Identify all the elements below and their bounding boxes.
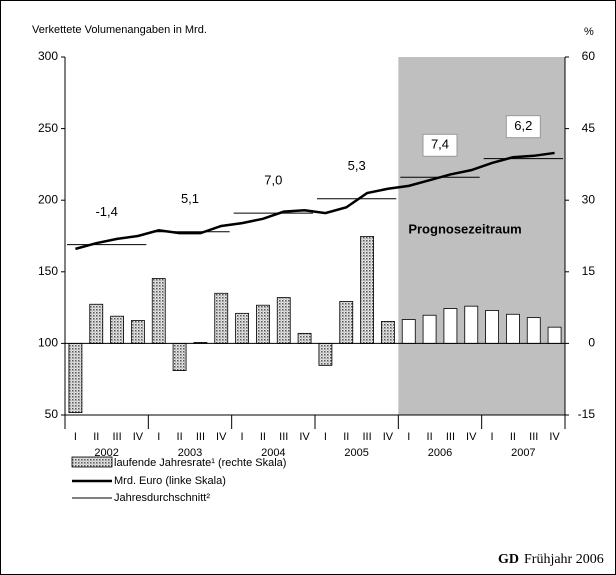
x-tick-label: I [157,431,160,443]
y2-tick-label: 30 [582,192,596,206]
source: GD [498,552,519,567]
legend-swatch [71,456,113,468]
bar [276,297,291,344]
year-label: 2005 [344,447,368,459]
y-tick-label: 250 [38,121,58,135]
y-tick-label: 100 [38,336,58,350]
x-tick-label: II [343,431,349,443]
forecast-label: Prognosezeitraum [408,221,521,236]
y-tick-label: 150 [38,264,58,278]
growth-label: 6,2 [514,118,532,133]
bar [256,304,270,344]
bar [401,319,416,344]
growth-label: 5,3 [348,158,366,173]
y2-tick-label: 45 [582,121,596,135]
y2-tick-label: -15 [578,407,596,421]
x-tick-label: III [362,431,371,443]
bar [547,326,562,344]
x-tick-label: II [260,431,266,443]
y2-axis-title: % [584,26,594,38]
year-label: 2006 [428,447,452,459]
x-tick-label: II [510,431,516,443]
bar [360,236,374,344]
year-label: 2002 [94,447,118,459]
bar [110,315,124,344]
growth-box [505,115,541,139]
x-tick-label: III [112,431,121,443]
x-tick-label: II [177,431,183,443]
legend-label: laufende Jahresrate¹ (rechte Skala) [114,457,286,469]
year-label: 2007 [511,447,535,459]
x-tick-label: I [407,431,410,443]
x-tick-label: I [491,431,494,443]
bar [485,310,499,344]
bar [131,320,145,344]
bar [506,313,520,344]
y-axis-title: Verkettete Volumenangaben in Mrd. [32,24,207,36]
y-tick-label: 50 [45,407,59,421]
x-tick-label: I [241,431,244,443]
x-tick-label: IV [466,431,477,443]
bar [318,342,333,366]
bar [235,312,249,344]
legend-label: Mrd. Euro (linke Skala) [114,475,226,487]
x-tick-label: II [93,431,99,443]
x-tick-label: II [427,431,433,443]
bar [443,308,458,344]
growth-label: 5,1 [181,191,199,206]
bar [526,317,541,344]
growth-label: 7,0 [264,173,282,188]
y2-tick-label: 15 [582,264,596,278]
bar [89,303,104,344]
bar [172,342,187,372]
y2-tick-label: 60 [582,49,596,63]
year-label: 2004 [261,447,285,459]
bar [381,321,395,344]
y2-tick-label: 0 [588,336,595,350]
bar [214,292,229,344]
growth-label: -1,4 [95,204,117,219]
growth-box [422,133,458,157]
bar [151,278,166,344]
x-tick-label: IV [299,431,310,443]
y-tick-label: 200 [38,192,58,206]
x-tick-label: I [74,431,77,443]
x-tick-label: IV [133,431,144,443]
x-tick-label: IV [216,431,227,443]
bar [297,332,312,344]
plot: Prognosezeitraum 50 100 150 200 250 300 -15 0 15 3… [38,49,595,504]
x-tick-label: III [279,431,288,443]
bar [339,300,354,344]
bar [68,342,83,414]
growth-label: 7,4 [431,137,449,152]
x-tick-label: III [446,431,455,443]
bar [464,305,479,344]
bar [422,314,437,344]
x-tick-label: IV [549,431,560,443]
year-label: 2003 [178,447,202,459]
y-tick-label: 300 [38,49,58,63]
x-tick-label: III [196,431,205,443]
legend-label: Jahresdurchschnitt² [114,492,210,504]
x-tick-label: IV [383,431,394,443]
line-series [75,151,555,251]
x-tick-label: I [324,431,327,443]
x-tick-label: III [529,431,538,443]
source-note: Frühjahr 2006 [524,552,604,567]
